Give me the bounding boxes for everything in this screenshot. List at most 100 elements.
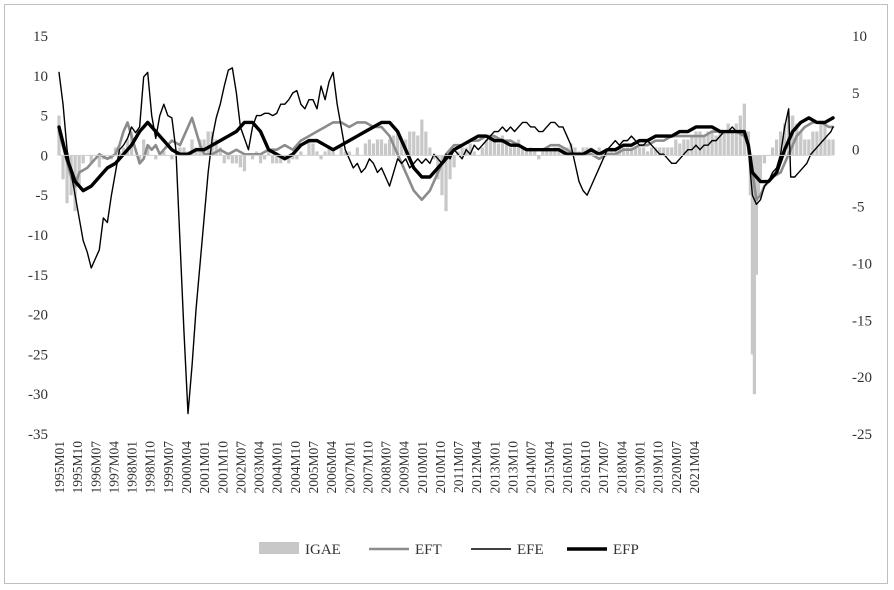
igae-bar-90 — [472, 151, 476, 156]
x-tick-label: 2020M07 — [669, 441, 684, 494]
igae-bar-36 — [234, 155, 238, 164]
igae-bar-29 — [206, 131, 210, 156]
igae-bar-64 — [367, 139, 372, 156]
igae-bar-43 — [267, 151, 271, 156]
igae-bar-56 — [323, 151, 327, 156]
igae-bar-77 — [420, 119, 424, 156]
igae-bar-132 — [645, 151, 650, 156]
igae-bar-23 — [182, 147, 186, 156]
x-tick-label: 2019M01 — [633, 441, 648, 494]
igae-bar-39 — [250, 155, 255, 160]
igae-bar-139 — [674, 139, 678, 156]
left-tick-label: 10 — [33, 69, 48, 85]
igae-bar-49 — [291, 155, 295, 160]
x-tick-label: 2016M01 — [560, 441, 575, 494]
igae-bar-61 — [347, 151, 351, 156]
left-tick-label: -30 — [28, 387, 48, 403]
right-tick-label: -25 — [852, 427, 872, 443]
igae-bar-155 — [738, 115, 742, 156]
igae-bar-22 — [178, 147, 182, 156]
igae-bar-108 — [549, 151, 553, 156]
x-tick-label: 2013M10 — [506, 441, 521, 494]
igae-bar-104 — [533, 151, 537, 156]
igae-bar-48 — [287, 155, 291, 164]
x-tick-label: 2014M07 — [524, 441, 539, 494]
igae-bar-133 — [649, 147, 654, 156]
igae-bar-179 — [823, 123, 827, 156]
igae-bar-28 — [202, 139, 206, 156]
x-tick-label: 2007M10 — [360, 441, 375, 494]
igae-bar-153 — [730, 131, 734, 156]
right-tick-label: -15 — [852, 313, 872, 329]
left-axis-ticks: 15 10 5 0 -5 -10 -15 -20 -25 -30 -35 — [28, 29, 48, 443]
igae-bar-126 — [621, 147, 625, 156]
right-tick-label: 5 — [852, 86, 860, 102]
igae-bar-140 — [678, 143, 682, 156]
igae-bar-160 — [752, 155, 757, 395]
igae-bar-69 — [387, 139, 392, 156]
igae-bar-65 — [371, 143, 376, 156]
igae-bar-120 — [597, 147, 601, 156]
igae-bar-138 — [670, 147, 674, 156]
igae-bar-76 — [416, 135, 420, 156]
igae-bar-32 — [218, 147, 222, 156]
right-tick-label: 0 — [852, 143, 860, 159]
igae-bar-135 — [658, 147, 662, 156]
x-tick-label: 2012M04 — [469, 441, 484, 494]
igae-bar-170 — [787, 115, 791, 156]
igae-bar-128 — [629, 147, 634, 156]
x-tick-label: 2017M07 — [596, 441, 611, 494]
x-tick-label: 2003M04 — [252, 441, 267, 494]
igae-bar-130 — [637, 147, 642, 156]
x-tick-label: 2009M04 — [397, 441, 412, 494]
igae-bar-21 — [170, 155, 174, 160]
igae-bar-96 — [500, 135, 505, 156]
igae-bar-145 — [698, 131, 702, 156]
left-tick-label: 15 — [33, 29, 48, 45]
igae-bar-31 — [214, 139, 218, 156]
igae-bar-148 — [710, 131, 714, 156]
igae-bar-131 — [641, 147, 646, 156]
x-tick-label: 2021M04 — [687, 441, 702, 494]
left-tick-label: 5 — [41, 109, 49, 125]
x-tick-label: 1998M10 — [143, 441, 158, 494]
igae-bar-8 — [97, 155, 101, 168]
x-tick-label: 2000M04 — [179, 441, 194, 494]
igae-bar-137 — [666, 147, 670, 156]
igae-bar-147 — [706, 131, 710, 156]
x-tick-label: 2002M07 — [233, 441, 248, 494]
igae-bar-172 — [795, 123, 799, 156]
igae-bar-71 — [396, 131, 400, 156]
igae-bar-82 — [440, 155, 444, 196]
igae-bar-59 — [339, 147, 343, 156]
legend-swatch-igae — [259, 542, 299, 554]
x-tick-label: 1998M01 — [125, 441, 140, 494]
igae-bar-152 — [726, 123, 730, 156]
igae-bar-141 — [682, 139, 686, 156]
left-tick-label: -20 — [28, 308, 48, 324]
igae-bar-1 — [61, 155, 65, 180]
igae-bar-143 — [690, 135, 694, 156]
igae-bars — [57, 103, 835, 395]
igae-bar-54 — [315, 151, 319, 156]
series-line-eft — [57, 116, 835, 202]
igae-bar-98 — [508, 147, 513, 156]
igae-bar-72 — [400, 139, 404, 156]
igae-bar-151 — [722, 131, 726, 156]
chart-frame: 15 10 5 0 -5 -10 -15 -20 -25 -30 -35 10 5 0 -5 -10 -15 -… — [4, 4, 888, 584]
igae-bar-107 — [545, 147, 549, 156]
igae-bar-177 — [815, 131, 819, 156]
igae-bar-93 — [488, 139, 492, 156]
x-tick-label: 2015M04 — [542, 441, 557, 494]
igae-bar-159 — [750, 155, 755, 355]
left-tick-label: -10 — [28, 228, 48, 244]
igae-bar-95 — [496, 143, 501, 156]
igae-bar-38 — [242, 155, 247, 172]
x-tick-label: 2001M01 — [197, 441, 212, 494]
igae-bar-35 — [230, 155, 234, 164]
x-tick-label: 2004M01 — [270, 441, 285, 494]
igae-bar-80 — [432, 155, 436, 160]
x-tick-label: 2005M07 — [306, 441, 321, 494]
igae-bar-149 — [714, 135, 718, 156]
igae-bar-168 — [779, 131, 783, 156]
